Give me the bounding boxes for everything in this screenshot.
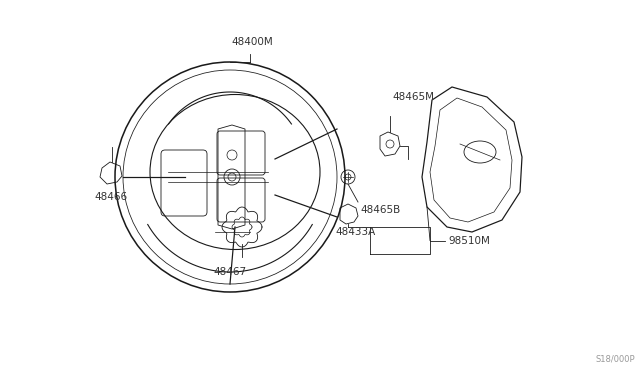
Text: 48400M: 48400M xyxy=(231,37,273,47)
Text: 48467: 48467 xyxy=(213,267,246,277)
Text: 48466: 48466 xyxy=(94,192,127,202)
Text: 48433A: 48433A xyxy=(335,227,375,237)
Text: 48465M: 48465M xyxy=(392,92,434,102)
Text: 48465B: 48465B xyxy=(360,205,400,215)
Text: S18/000P: S18/000P xyxy=(595,355,635,364)
Text: 98510M: 98510M xyxy=(448,235,490,246)
